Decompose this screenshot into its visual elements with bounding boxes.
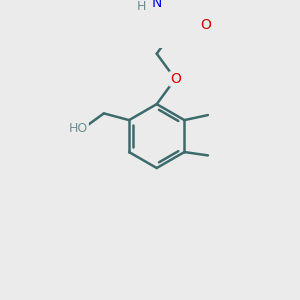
Text: N: N (152, 0, 162, 10)
Text: HO: HO (69, 122, 88, 135)
Text: O: O (170, 72, 181, 86)
Text: O: O (200, 18, 211, 32)
Text: H: H (137, 0, 146, 13)
